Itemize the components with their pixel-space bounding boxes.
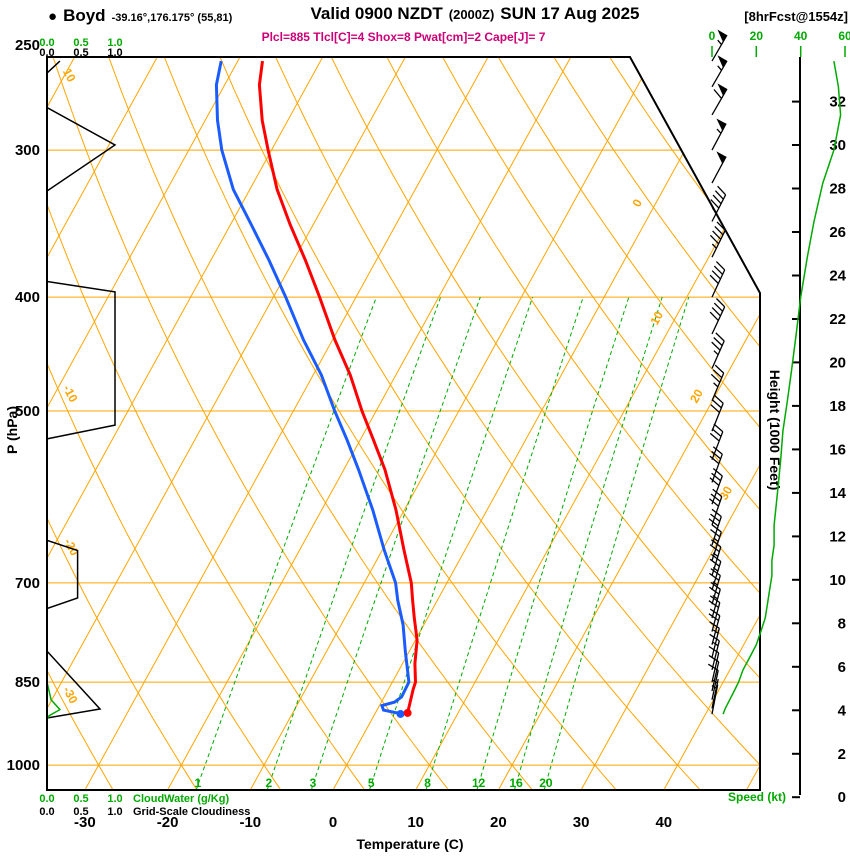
params-line: Plcl=885 Tlcl[C]=4 Shox=8 Pwat[cm]=2 Cap… <box>261 30 546 44</box>
svg-text:Height (1000 Feet): Height (1000 Feet) <box>767 370 783 491</box>
svg-text:Temperature (C): Temperature (C) <box>356 836 463 852</box>
svg-text:0: 0 <box>329 814 337 831</box>
svg-text:20: 20 <box>490 814 507 831</box>
svg-text:26: 26 <box>829 224 846 241</box>
valid-prefix: Valid 0900 NZDT <box>310 4 443 23</box>
svg-text:0: 0 <box>838 789 846 806</box>
svg-text:1.0: 1.0 <box>107 793 122 805</box>
svg-text:300: 300 <box>15 142 40 159</box>
svg-text:20: 20 <box>539 776 553 790</box>
svg-text:16: 16 <box>509 776 523 790</box>
svg-text:8: 8 <box>838 615 846 632</box>
temperature-profile-line <box>257 60 419 714</box>
dewpoint-profile-line <box>214 60 411 716</box>
svg-text:850: 850 <box>15 674 40 691</box>
svg-text:6: 6 <box>838 659 846 676</box>
svg-text:Speed (kt): Speed (kt) <box>728 790 786 804</box>
svg-text:0.5: 0.5 <box>73 47 88 59</box>
cloudiness-profile-line <box>46 60 117 790</box>
svg-text:CloudWater (g/Kg): CloudWater (g/Kg) <box>133 793 229 805</box>
svg-text:0.0: 0.0 <box>39 806 54 818</box>
svg-text:1.0: 1.0 <box>107 806 122 818</box>
valid-time: Valid 0900 NZDT (2000Z) SUN 17 Aug 2025 <box>235 4 715 24</box>
svg-text:0.5: 0.5 <box>73 37 88 49</box>
svg-text:12: 12 <box>829 528 846 545</box>
grid-lines <box>47 57 760 790</box>
plot-frame <box>46 56 761 791</box>
svg-text:24: 24 <box>829 267 846 284</box>
speed-profile-line <box>722 60 842 715</box>
svg-text:-20: -20 <box>157 814 179 831</box>
svg-text:8: 8 <box>424 776 431 790</box>
valid-date: SUN 17 Aug 2025 <box>500 4 640 23</box>
svg-text:20: 20 <box>687 387 706 406</box>
station-bullet-icon: ● <box>48 8 58 25</box>
svg-text:1.0: 1.0 <box>107 37 122 49</box>
svg-text:1: 1 <box>194 776 201 790</box>
svg-text:2: 2 <box>266 776 273 790</box>
station-block: ● Boyd -39.16°,176.175° (55,81) <box>48 6 232 26</box>
svg-text:2: 2 <box>838 746 846 763</box>
svg-text:40: 40 <box>655 814 672 831</box>
svg-text:0.0: 0.0 <box>39 793 54 805</box>
svg-text:10: 10 <box>647 309 666 328</box>
svg-text:Grid-Scale Cloudiness: Grid-Scale Cloudiness <box>133 806 250 818</box>
mixing-ratio-lines <box>195 296 690 790</box>
svg-text:20: 20 <box>750 29 764 43</box>
svg-text:-20: -20 <box>61 536 82 558</box>
svg-text:P (hPa): P (hPa) <box>4 406 20 454</box>
svg-text:-30: -30 <box>74 814 96 831</box>
cloud-scales: 0.00.00.00.00.50.50.50.51.01.01.01.0Clou… <box>39 37 250 818</box>
svg-text:0.0: 0.0 <box>39 37 54 49</box>
svg-text:0: 0 <box>709 29 716 43</box>
svg-text:0.5: 0.5 <box>73 806 88 818</box>
svg-text:16: 16 <box>829 441 846 458</box>
svg-text:4: 4 <box>838 702 847 719</box>
temperature-axis: -30 -20 -10 0 10 20 30 40 Temperature (C) <box>74 814 672 852</box>
station-coords: -39.16°,176.175° (55,81) <box>111 12 233 24</box>
svg-text:1000: 1000 <box>7 757 40 774</box>
svg-text:10: 10 <box>60 66 79 85</box>
svg-text:22: 22 <box>829 311 846 328</box>
svg-text:-10: -10 <box>239 814 261 831</box>
valid-zulu: (2000Z) <box>448 7 495 22</box>
svg-text:40: 40 <box>794 29 808 43</box>
svg-text:400: 400 <box>15 289 40 306</box>
station-name: Boyd <box>63 6 106 25</box>
svg-text:60: 60 <box>838 29 850 43</box>
svg-text:28: 28 <box>829 181 846 198</box>
svg-text:30: 30 <box>829 137 846 154</box>
svg-text:0.5: 0.5 <box>73 793 88 805</box>
pressure-axis: 250 300 400 500 700 850 1000 P (hPa) <box>4 37 40 774</box>
svg-text:10: 10 <box>829 572 846 589</box>
svg-text:3: 3 <box>310 776 317 790</box>
svg-text:500: 500 <box>15 403 40 420</box>
wind-barbs <box>707 29 728 715</box>
svg-text:18: 18 <box>829 398 846 415</box>
svg-text:5: 5 <box>368 776 375 790</box>
forecast-tag: [8hrFcst@1554z] <box>744 9 848 24</box>
cloudwater-profile-line <box>46 681 62 790</box>
svg-text:250: 250 <box>15 37 40 54</box>
svg-text:10: 10 <box>407 814 424 831</box>
svg-text:12: 12 <box>472 776 486 790</box>
svg-text:-30: -30 <box>60 684 81 706</box>
svg-text:30: 30 <box>716 484 735 503</box>
svg-text:20: 20 <box>829 354 846 371</box>
svg-text:30: 30 <box>573 814 590 831</box>
svg-text:32: 32 <box>829 94 846 111</box>
svg-text:700: 700 <box>15 575 40 592</box>
surface-dots <box>396 708 412 718</box>
svg-text:0: 0 <box>630 196 646 209</box>
svg-text:1.0: 1.0 <box>107 47 122 59</box>
svg-text:0.0: 0.0 <box>39 47 54 59</box>
svg-text:14: 14 <box>829 485 846 502</box>
